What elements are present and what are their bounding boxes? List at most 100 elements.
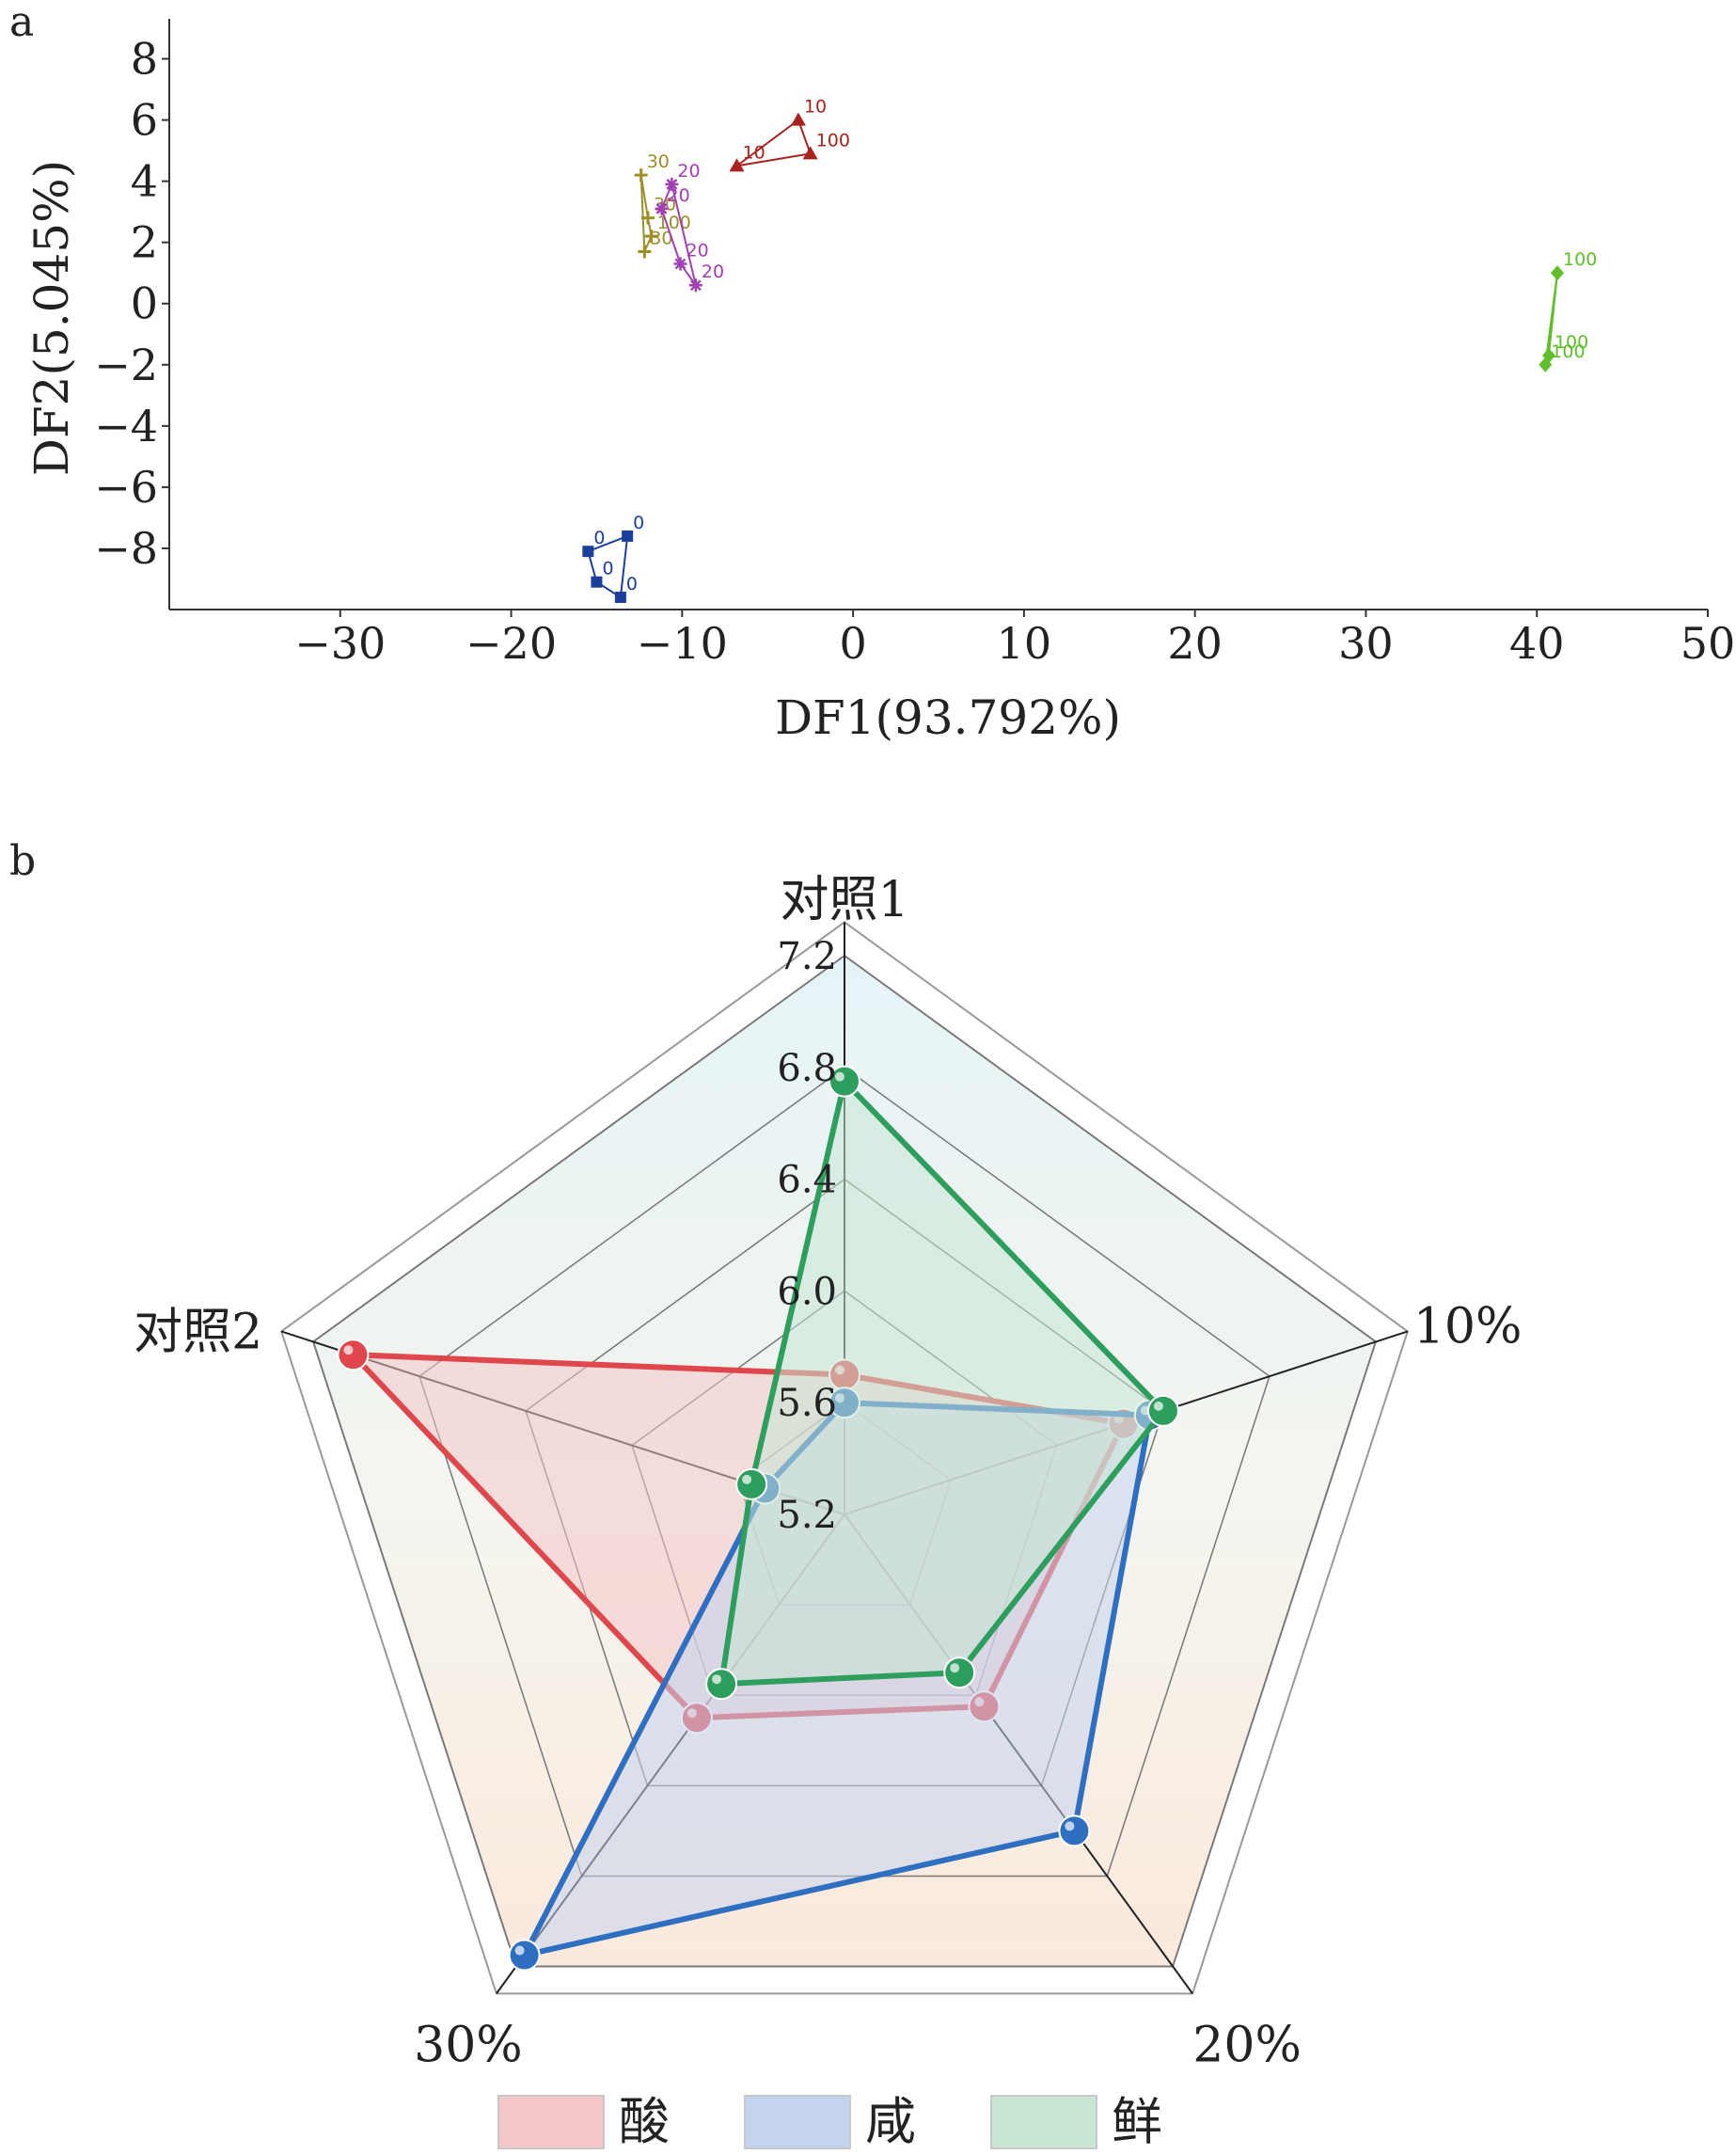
y-tick-label: 2 <box>131 217 158 268</box>
point-marker <box>634 168 648 182</box>
radial-tick-label: 5.2 <box>777 1494 837 1537</box>
radar-point <box>943 1656 976 1689</box>
point-label: 20 <box>677 161 700 182</box>
radar-axis-label: 对照1 <box>780 872 908 928</box>
point-label: 20 <box>702 261 724 282</box>
radar-point-highlight <box>514 1945 525 1956</box>
radar-labels: 5.2 5.6 6.0 6.4 6.8 7.2 对照1 10% 20% 30% 对照2 <box>134 872 1522 2073</box>
point-marker <box>582 546 594 558</box>
point-marker <box>644 230 658 244</box>
point-marker <box>640 211 655 225</box>
panel-label-a: a <box>9 0 34 46</box>
legend-label: 咸 <box>865 2092 916 2151</box>
radar-series <box>337 1065 1179 1972</box>
radar-point-highlight <box>742 1474 752 1484</box>
legend-label: 鲜 <box>1112 2092 1162 2151</box>
panel-label-b: b <box>9 837 36 885</box>
point-marker <box>729 158 745 172</box>
point-marker <box>688 278 702 293</box>
radial-tick-label: 7.2 <box>777 935 837 978</box>
group-outline <box>735 118 813 167</box>
point-marker <box>673 257 687 271</box>
radar-point-highlight <box>1065 1821 1075 1831</box>
radial-tick-label: 5.6 <box>777 1382 837 1425</box>
legend-item: 咸 <box>744 2092 916 2151</box>
radar-axis-label: 30% <box>414 2017 523 2073</box>
x-tick-label: 30 <box>1338 618 1394 669</box>
radar-point-highlight <box>1153 1401 1163 1411</box>
y-tick-label: 6 <box>131 95 158 146</box>
point-marker <box>622 530 634 542</box>
radar-point <box>705 1668 738 1701</box>
point-marker <box>614 591 626 603</box>
scatter-series-1: 10 100 10 <box>729 97 850 172</box>
point-label: 10 <box>743 142 765 163</box>
y-tick-label: 0 <box>131 278 158 329</box>
radar-point <box>508 1939 541 1972</box>
point-marker <box>790 112 806 126</box>
point-marker <box>638 245 652 259</box>
scatter-series-2: 303010030 <box>634 151 691 259</box>
y-tick-label: −6 <box>94 462 158 513</box>
x-axis-label: DF1(93.792%) <box>775 690 1121 745</box>
point-marker <box>1539 357 1553 372</box>
point-label: 30 <box>647 151 670 172</box>
legend-item: 鲜 <box>990 2092 1162 2151</box>
x-tick-label: −30 <box>294 618 386 669</box>
point-label: 100 <box>1551 341 1585 362</box>
x-tick-label: −10 <box>637 618 728 669</box>
y-tick-label: −2 <box>94 340 158 390</box>
legend-swatch <box>497 2095 605 2149</box>
radar-point-highlight <box>712 1674 722 1685</box>
scatter-axes <box>168 19 1708 610</box>
legend-item: 酸 <box>497 2092 670 2151</box>
radial-tick-label: 6.8 <box>777 1047 837 1090</box>
point-label: 0 <box>602 559 613 579</box>
radar-axis-label: 20% <box>1192 2017 1302 2073</box>
point-marker <box>591 576 603 588</box>
point-label: 30 <box>650 228 672 248</box>
legend-swatch <box>990 2095 1097 2149</box>
y-tick-label: 4 <box>131 156 158 207</box>
y-tick-label: −4 <box>94 401 158 452</box>
point-label: 20 <box>687 240 709 261</box>
point-marker <box>665 177 679 191</box>
x-tick-label: −20 <box>466 618 557 669</box>
y-tick-label: −8 <box>94 523 158 574</box>
point-label: 0 <box>626 574 638 594</box>
point-marker <box>802 146 818 160</box>
radial-tick-label: 6.0 <box>777 1270 837 1313</box>
radar-series-2 <box>705 1065 1179 1701</box>
scatter-series: 0000101001030301003020202020100100100 <box>582 97 1597 603</box>
point-label: 20 <box>668 185 690 206</box>
radar-chart: b 5.2 5.6 6.0 6.4 6.8 7.2 对照1 10% 20% 30% 对照2 酸 咸 鲜 <box>9 837 1522 2151</box>
y-tick-label: 8 <box>131 34 158 85</box>
x-tick-label: 50 <box>1681 618 1736 669</box>
radar-point-highlight <box>835 1071 844 1082</box>
point-label: 10 <box>804 97 827 118</box>
point-label: 0 <box>633 513 644 533</box>
x-tick-label: 0 <box>839 618 866 669</box>
radar-point <box>337 1339 370 1371</box>
radar-axis-label: 对照2 <box>134 1304 262 1360</box>
x-tick-label: 10 <box>997 618 1052 669</box>
point-label: 100 <box>1555 332 1588 353</box>
point-marker <box>1551 265 1565 281</box>
radar-ring <box>312 955 1377 1968</box>
point-label: 100 <box>1563 249 1597 270</box>
radar-point-highlight <box>343 1345 354 1355</box>
point-label: 100 <box>816 130 850 151</box>
x-tick-label: 20 <box>1167 618 1223 669</box>
radial-tick-label: 6.4 <box>777 1159 837 1202</box>
legend-label: 酸 <box>619 2092 670 2151</box>
radar-point <box>1058 1814 1091 1847</box>
radar-point <box>1146 1394 1179 1427</box>
x-tick-label: 40 <box>1509 618 1565 669</box>
legend-swatch <box>744 2095 851 2149</box>
